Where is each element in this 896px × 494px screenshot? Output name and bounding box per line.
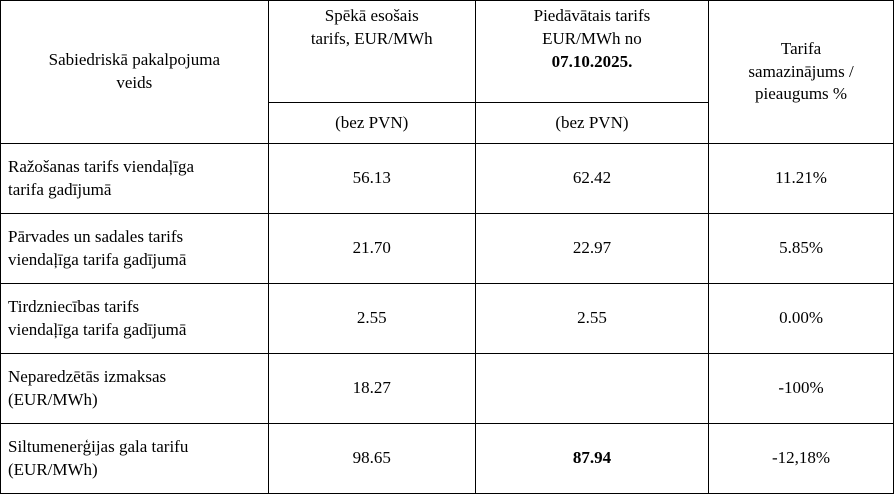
change-percent-value: 0.00% xyxy=(708,283,894,354)
proposed-tariff-value: 2.55 xyxy=(474,283,710,354)
header-subrow: (bez PVN) (bez PVN) xyxy=(1,102,894,144)
header-proposed-vat-note: (bez PVN) xyxy=(474,102,710,144)
proposed-tariff-value xyxy=(474,353,710,424)
current-tariff-value: 56.13 xyxy=(267,143,476,214)
change-percent-value: 11.21% xyxy=(708,143,894,214)
header-service-type: Sabiedriskā pakalpojuma veids xyxy=(0,0,269,144)
proposed-tariff-value: 87.94 xyxy=(572,448,612,468)
row-label: Tirdzniecības tarifs viendaļīga tarifa g… xyxy=(0,283,269,354)
current-tariff-value: 98.65 xyxy=(267,423,476,494)
row-label: Siltumenerģijas gala tarifu (EUR/MWh) xyxy=(0,423,269,494)
current-tariff-value: 2.55 xyxy=(267,283,476,354)
header-proposed-tariff: Piedāvātais tarifs EUR/MWh no 07.10.2025… xyxy=(474,0,710,103)
proposed-tariff-date: 07.10.2025. xyxy=(551,51,633,71)
table-row: Tirdzniecības tarifs viendaļīga tarifa g… xyxy=(0,283,894,354)
table-row: Pārvades un sadales tarifs viendaļīga ta… xyxy=(0,213,894,284)
change-percent-value: -12,18% xyxy=(708,423,894,494)
table-row: Neparedzētās izmaksas (EUR/MWh) 18.27 -1… xyxy=(0,353,894,424)
row-label: Ražošanas tarifs viendaļīga tarifa gadīj… xyxy=(0,143,269,214)
proposed-tariff-value: 62.42 xyxy=(474,143,710,214)
current-tariff-value: 18.27 xyxy=(267,353,476,424)
change-percent-value: -100% xyxy=(708,353,894,424)
table-row: Siltumenerģijas gala tarifu (EUR/MWh) 98… xyxy=(0,423,894,494)
header-change-percent: Tarifa samazinājums / pieaugums % xyxy=(708,0,894,144)
table-row: Ražošanas tarifs viendaļīga tarifa gadīj… xyxy=(0,143,894,214)
header-row: Sabiedriskā pakalpojuma veids Spēkā esoš… xyxy=(0,0,894,144)
row-label: Pārvades un sadales tarifs viendaļīga ta… xyxy=(0,213,269,284)
current-tariff-value: 21.70 xyxy=(267,213,476,284)
row-label: Neparedzētās izmaksas (EUR/MWh) xyxy=(0,353,269,424)
header-current-vat-note: (bez PVN) xyxy=(267,102,476,144)
proposed-tariff-value: 22.97 xyxy=(474,213,710,284)
header-current-tariff: Spēkā esošais tarifs, EUR/MWh xyxy=(267,0,476,103)
change-percent-value: 5.85% xyxy=(708,213,894,284)
